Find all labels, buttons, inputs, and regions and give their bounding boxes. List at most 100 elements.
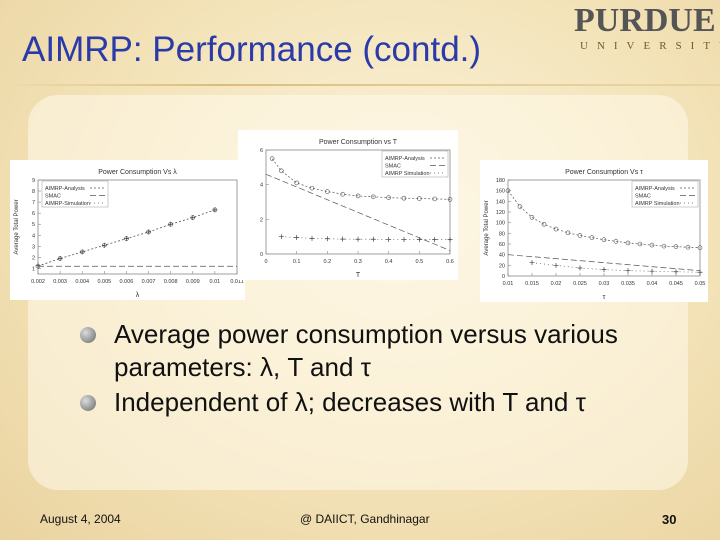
y-tick-label: 80 [499,231,505,237]
y-tick-label: 4 [260,183,263,189]
legend-label: AIMRP-Analysis [385,156,425,162]
bullet-icon [80,395,96,411]
chart-title: Power Consumption vs T [319,139,398,146]
series-line-aimrp-analysis [271,158,451,200]
legend-label: AIMRP Simulation [635,201,680,207]
x-tick-label: 0.01 [210,279,221,285]
data-point [401,236,407,242]
data-point [146,229,152,235]
chart-power-vs-tau: Power Consumption Vs τ τ Average Total Pow… [480,160,708,302]
x-tick-label: 0.1 [293,259,301,265]
x-tick-label: 0.01 [503,281,514,287]
x-tick-label: 0.3 [354,259,362,265]
y-tick-label: 7 [32,200,35,206]
data-point [340,191,345,197]
x-axis-label: T [356,272,361,279]
data-point [168,221,174,227]
y-axis-label: Average Total Power [14,199,20,254]
purdue-logo-subtitle: UNIVERSITY [580,40,720,52]
data-point [553,226,559,232]
chart-title: Power Consumption Vs λ [98,169,177,176]
legend-box [381,150,449,178]
y-tick-label: 1 [32,266,35,272]
y-tick-label: 120 [496,210,505,216]
x-tick-label: 0.015 [525,281,539,287]
data-point [649,242,655,248]
data-point [190,215,196,221]
data-point [541,221,547,227]
data-point [673,244,679,249]
data-point [279,168,284,174]
footer-date: August 4, 2004 [40,512,121,526]
x-tick-label: 0 [264,259,267,265]
data-point [79,249,85,255]
data-point [294,180,299,186]
x-tick-label: 0.2 [324,259,332,265]
x-tick-label: 0.025 [573,281,587,287]
data-point [613,239,619,244]
data-point [625,240,631,246]
x-axis-label: τ [603,294,606,301]
bullet-item: Independent of λ; decreases with T and τ [80,386,690,419]
legend-label: AIMRP-Simulation [45,201,90,207]
y-tick-label: 2 [32,255,35,261]
data-point [505,188,511,193]
data-point [553,262,559,268]
data-point [697,245,703,251]
x-tick-label: 0.005 [97,279,111,285]
y-tick-label: 140 [496,199,505,205]
x-tick-label: 0.05 [695,281,706,287]
legend-box [41,180,109,208]
data-point [294,235,300,241]
purdue-logo: PURDUE [574,2,716,39]
x-tick-label: 0.004 [75,279,89,285]
data-point [432,237,438,243]
data-point [625,268,631,274]
chart-power-vs-lambda: Power Consumption Vs λ λ Average Total Pow… [10,160,245,300]
x-tick-label: 0.009 [186,279,200,285]
x-tick-label: 0.003 [53,279,67,285]
legend-label: AIMRP-Analysis [635,186,675,192]
data-point [401,195,407,201]
x-tick-label: 0.045 [669,281,683,287]
x-tick-label: 0.008 [164,279,178,285]
x-tick-label: 0.04 [647,281,658,287]
data-point [697,269,703,275]
data-point [601,237,607,243]
x-tick-label: 0.03 [599,281,610,287]
series-line-smac [507,254,701,272]
data-point [416,237,422,243]
y-tick-label: 6 [260,148,263,154]
data-point [371,194,376,200]
data-point [529,215,535,220]
data-point [517,204,523,209]
data-point [309,235,315,241]
data-point [212,207,218,213]
legend-label: AIMRP-Analysis [45,186,85,192]
x-tick-label: 0.02 [551,281,562,287]
slide-title: AIMRP: Performance (contd.) [22,30,482,69]
data-point [355,236,361,242]
data-point [432,196,437,202]
x-axis-label: λ [136,292,140,299]
y-tick-label: 100 [496,221,505,227]
data-point [324,236,330,242]
bullet-icon [80,327,96,343]
series-line-aimrp-simulation [281,236,450,240]
data-point [529,260,535,266]
data-point [101,242,107,248]
data-point [123,236,129,242]
title-divider [0,84,720,86]
data-point [601,267,607,273]
data-point [325,189,330,194]
chart-svg: Power Consumption Vs λ λ Average Total Pow… [14,169,244,299]
legend-box [631,180,699,208]
data-point [309,185,315,191]
data-point [269,156,275,161]
x-tick-label: 0.035 [621,281,635,287]
x-tick-label: 0.006 [120,279,134,285]
data-point [637,241,643,247]
y-tick-label: 180 [496,178,505,184]
data-point [577,233,583,238]
bullet-item: Average power consumption versus various… [80,318,690,384]
